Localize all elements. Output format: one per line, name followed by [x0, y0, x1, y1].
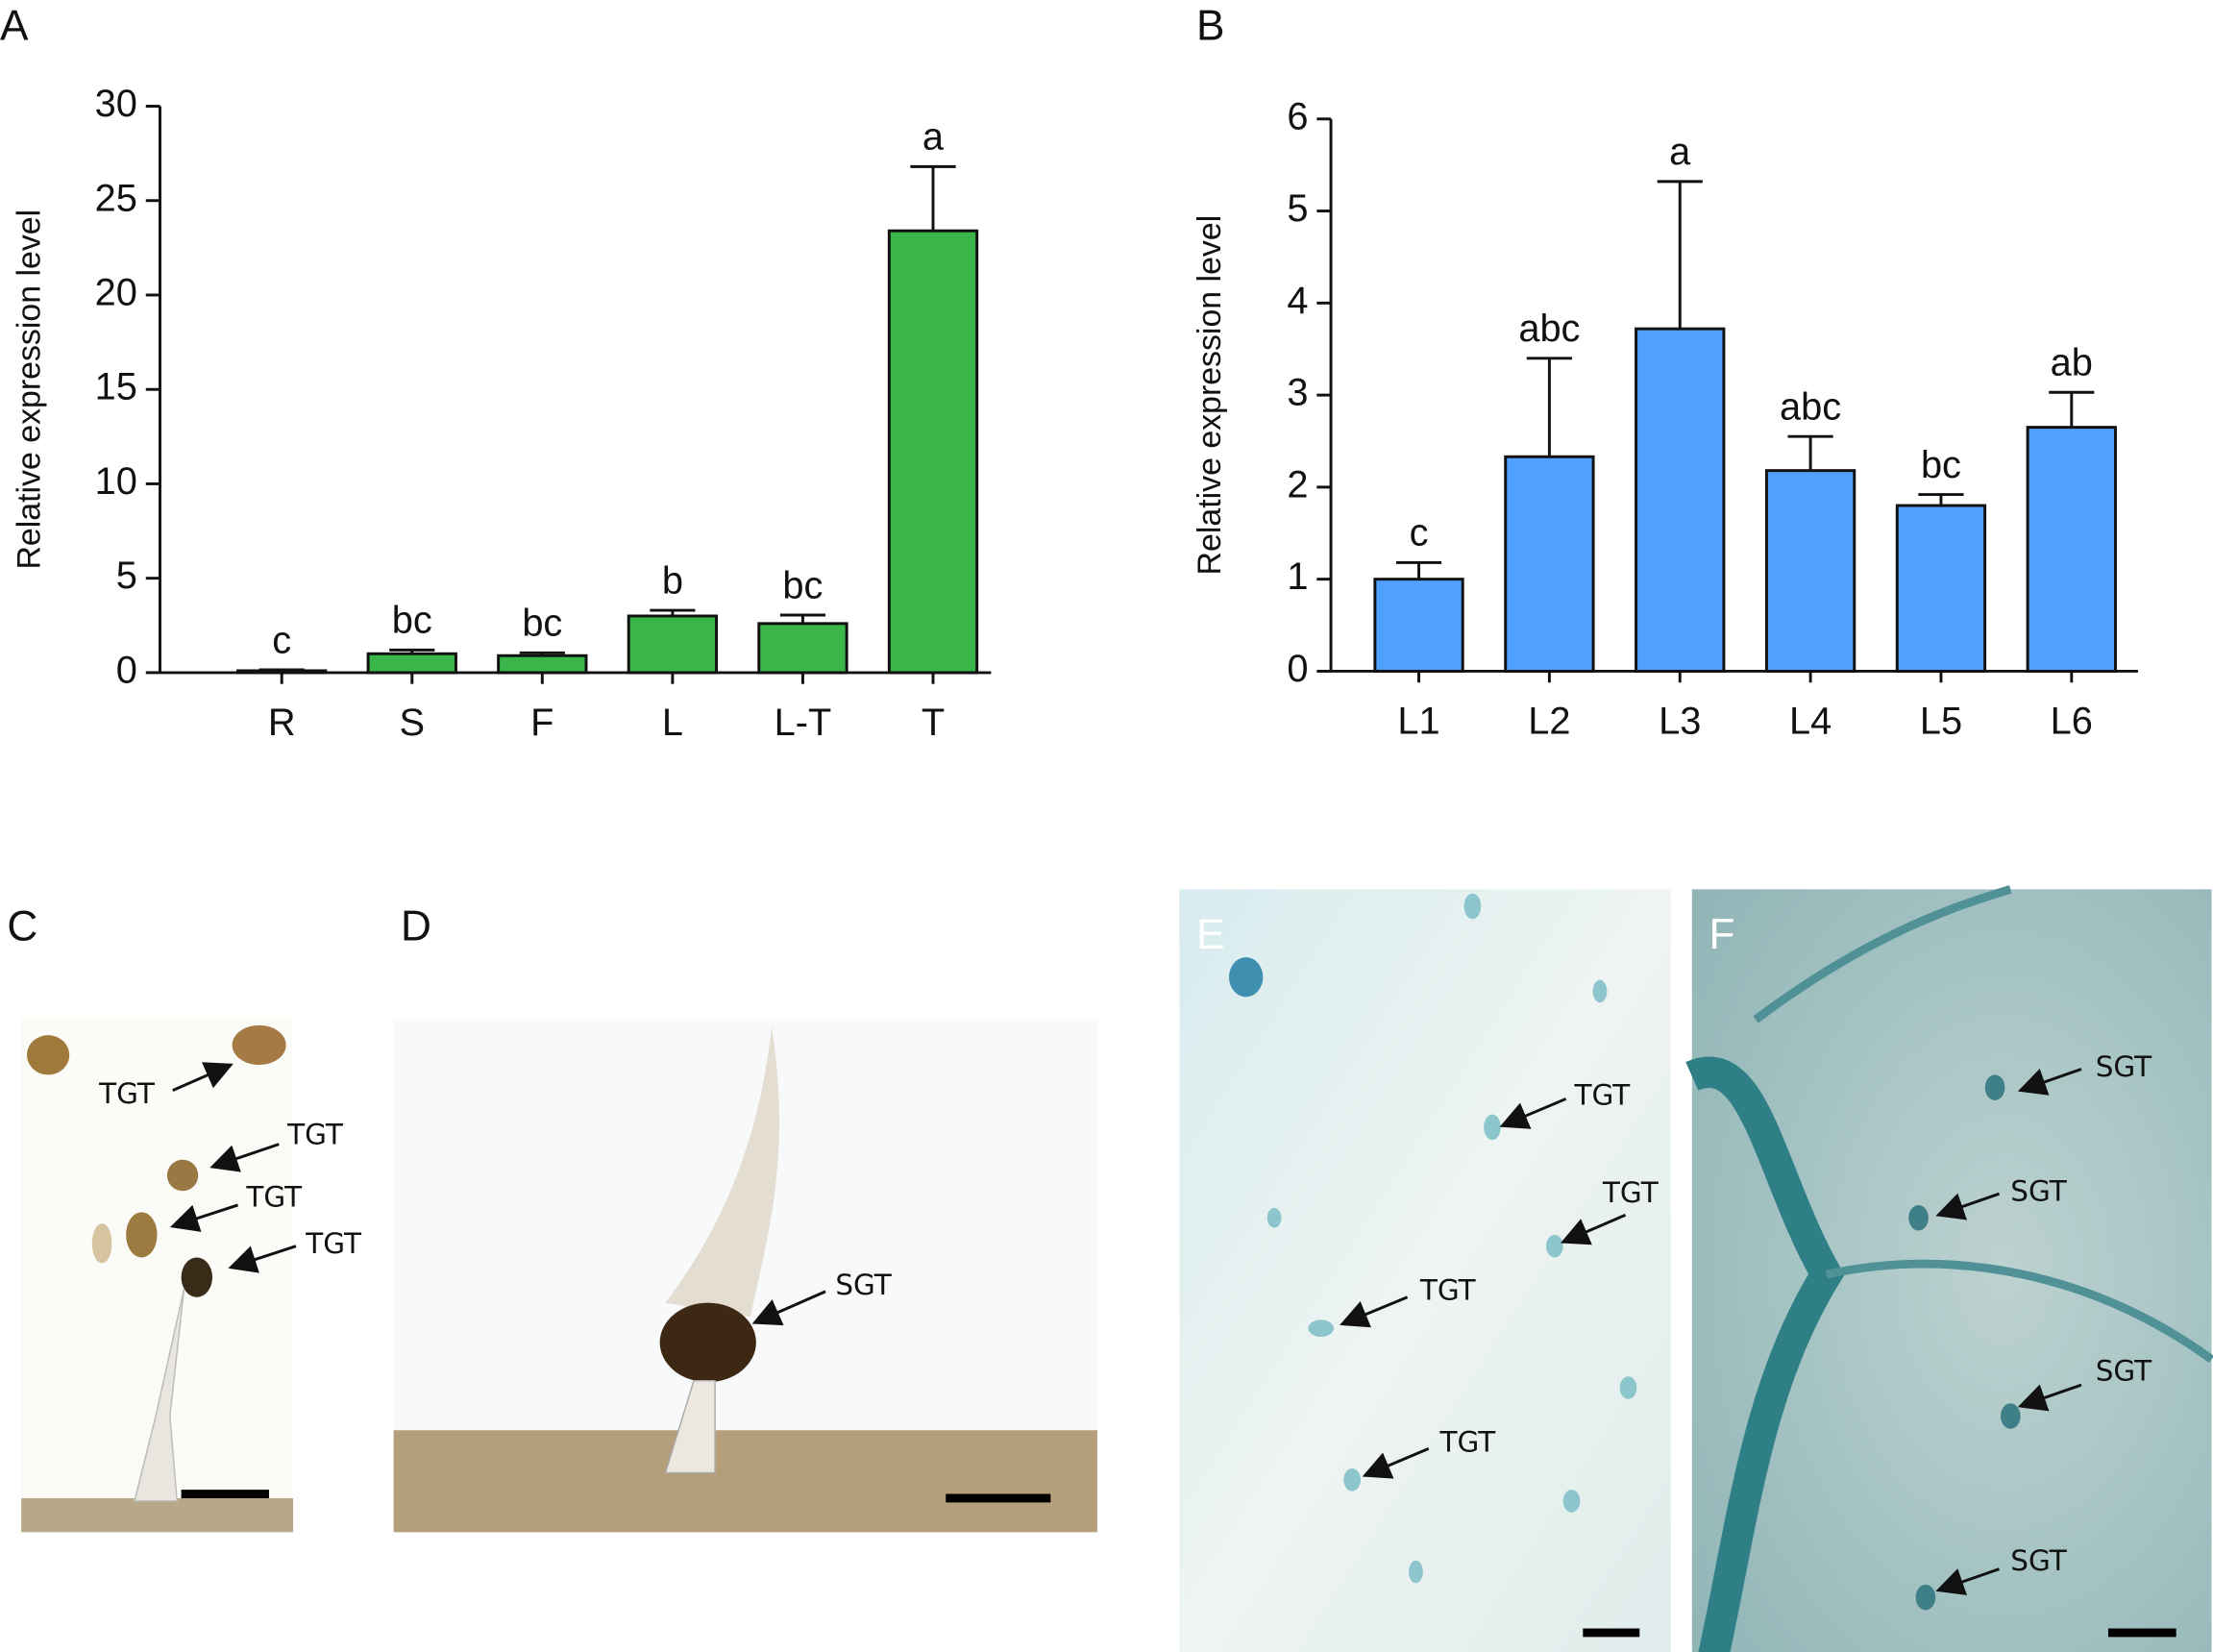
y-axis-label: Relative expression level: [11, 210, 47, 570]
x-tick-label: F: [530, 702, 553, 744]
annotation: TGT: [286, 1119, 344, 1151]
x-tick-label: L5: [1920, 700, 1962, 742]
panel-label: B: [1196, 2, 1224, 49]
y-axis-label: Relative expression level: [1192, 215, 1228, 576]
bar: [887, 229, 979, 675]
panel-f: F SGT SGT SGT SGT: [1685, 885, 2213, 1652]
x-tick-label: S: [400, 702, 426, 744]
significance-label: ab: [2051, 342, 2093, 384]
annotation: TGT: [245, 1180, 303, 1213]
x-tick-label: L: [662, 702, 683, 744]
annotation: SGT: [2096, 1355, 2152, 1388]
significance-label: a: [1669, 131, 1691, 173]
x-tick-label: L6: [2051, 700, 2093, 742]
significance-label: bc: [392, 600, 432, 642]
bar: [627, 614, 719, 675]
panel-label: A: [0, 2, 29, 49]
annotation: SGT: [2010, 1175, 2067, 1208]
panel-e: E TGT TGT TGT TGT: [1179, 889, 1671, 1652]
y-tick-label: 20: [95, 271, 137, 313]
x-tick-label: L4: [1789, 700, 1832, 742]
y-tick-label: 0: [116, 649, 137, 691]
significance-label: c: [1410, 512, 1429, 555]
y-tick-label: 0: [1287, 648, 1308, 690]
annotation: TGT: [1438, 1425, 1496, 1458]
bar: [366, 652, 457, 675]
significance-label: bc: [522, 603, 562, 645]
x-tick-label: L1: [1397, 700, 1439, 742]
y-tick-label: 1: [1287, 555, 1308, 598]
bar: [1764, 469, 1856, 673]
x-tick-label: T: [922, 702, 945, 744]
y-tick-label: 25: [95, 177, 137, 219]
y-tick-label: 15: [95, 366, 137, 408]
annotation: SGT: [2010, 1544, 2067, 1577]
bar: [1373, 578, 1464, 673]
significance-label: bc: [1921, 444, 1961, 486]
bar: [1895, 504, 1987, 673]
bar: [497, 653, 588, 675]
significance-label: a: [922, 116, 945, 159]
y-tick-label: 5: [116, 555, 137, 597]
annotation: TGT: [1573, 1078, 1631, 1111]
bar: [757, 622, 848, 675]
panel-label: E: [1196, 911, 1224, 958]
annotation: SGT: [835, 1269, 892, 1301]
y-tick-label: 4: [1287, 280, 1308, 322]
bar: [2026, 426, 2117, 673]
x-tick-label: R: [268, 702, 296, 744]
y-tick-label: 2: [1287, 463, 1308, 505]
y-tick-label: 6: [1287, 95, 1308, 137]
annotation: TGT: [98, 1077, 156, 1110]
panel-d: D SGT: [393, 902, 1097, 1533]
significance-label: c: [272, 619, 291, 661]
bar: [1635, 327, 1726, 673]
bar: [1504, 455, 1595, 673]
panel-label: F: [1709, 911, 1734, 958]
annotation: TGT: [305, 1227, 362, 1260]
x-tick-label: L2: [1528, 700, 1570, 742]
panel-label: D: [401, 902, 431, 949]
x-tick-label: L3: [1659, 700, 1701, 742]
panel-c: C TGT TGT TGT TGT: [7, 902, 362, 1533]
panel-label: C: [7, 902, 37, 949]
significance-label: bc: [782, 564, 823, 606]
x-tick-label: L-T: [775, 702, 832, 744]
y-tick-label: 3: [1287, 372, 1308, 414]
y-tick-label: 10: [95, 460, 137, 503]
annotation: SGT: [2096, 1050, 2152, 1083]
significance-label: abc: [1518, 308, 1580, 350]
annotation: TGT: [1602, 1176, 1660, 1209]
y-tick-label: 30: [95, 83, 137, 125]
significance-label: abc: [1780, 386, 1841, 429]
annotation: TGT: [1419, 1274, 1477, 1307]
significance-label: b: [662, 559, 683, 602]
y-tick-label: 5: [1287, 187, 1308, 230]
